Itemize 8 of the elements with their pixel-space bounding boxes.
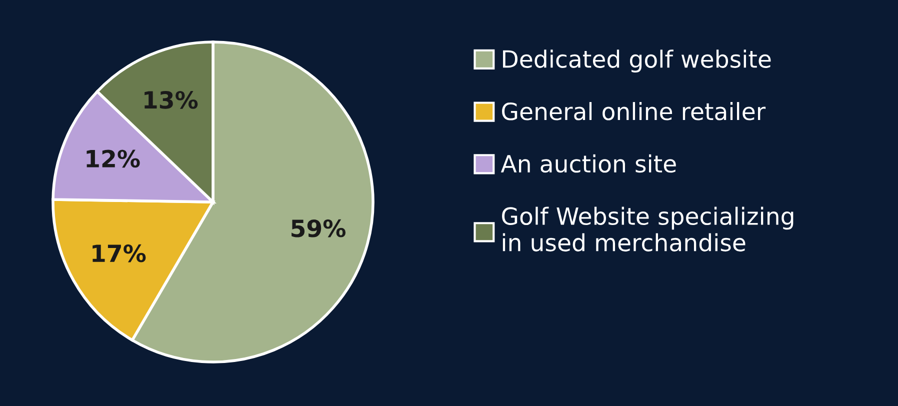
legend-label: General online retailer [502, 102, 766, 120]
data-label: 12% [86, 150, 140, 168]
legend-label: An auction site [500, 154, 676, 173]
legend-label: Dedicated golf website [503, 50, 771, 73]
data-label: 59% [292, 219, 346, 238]
legend-label: Golf Website specializing in used merchandise [502, 206, 794, 252]
data-label: 13% [144, 90, 198, 109]
data-label: 17% [92, 244, 146, 262]
